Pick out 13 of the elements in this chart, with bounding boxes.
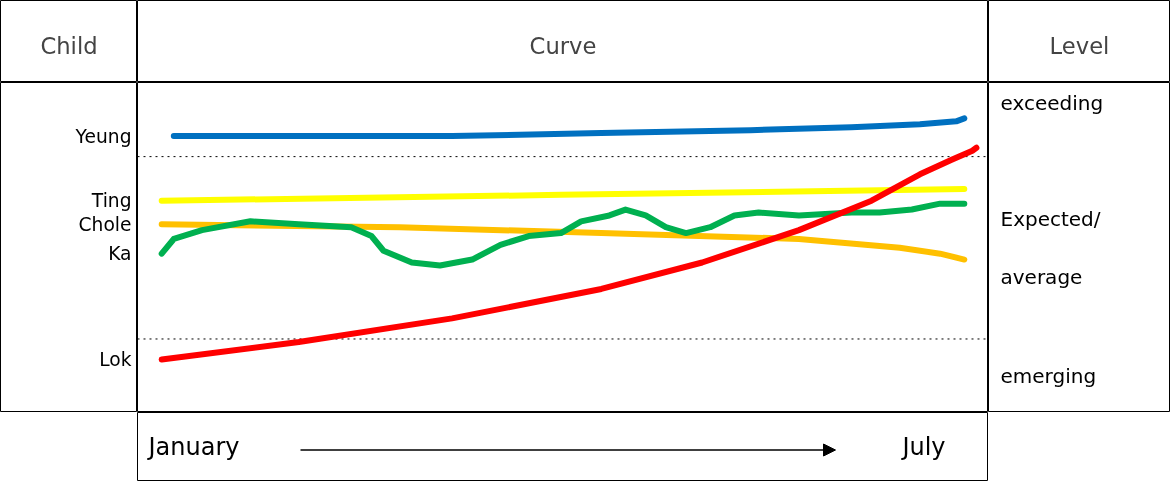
text: emerging (1000, 363, 1097, 388)
chart-title: Curve (529, 32, 597, 59)
series-label: Ka (108, 243, 132, 265)
text: Expected/ average (1000, 206, 1101, 289)
series-label: Lok (99, 349, 132, 371)
x-tick-label: July (900, 433, 946, 461)
text: Yeung (74, 125, 132, 147)
y-axis-title: Child (40, 32, 98, 59)
series-label: Chole (78, 213, 132, 235)
series-label: Ting (90, 190, 132, 212)
y2-axis-title: Level (1049, 32, 1110, 59)
x-tick-label: January (146, 433, 240, 461)
text: exceeding (1000, 91, 1104, 116)
